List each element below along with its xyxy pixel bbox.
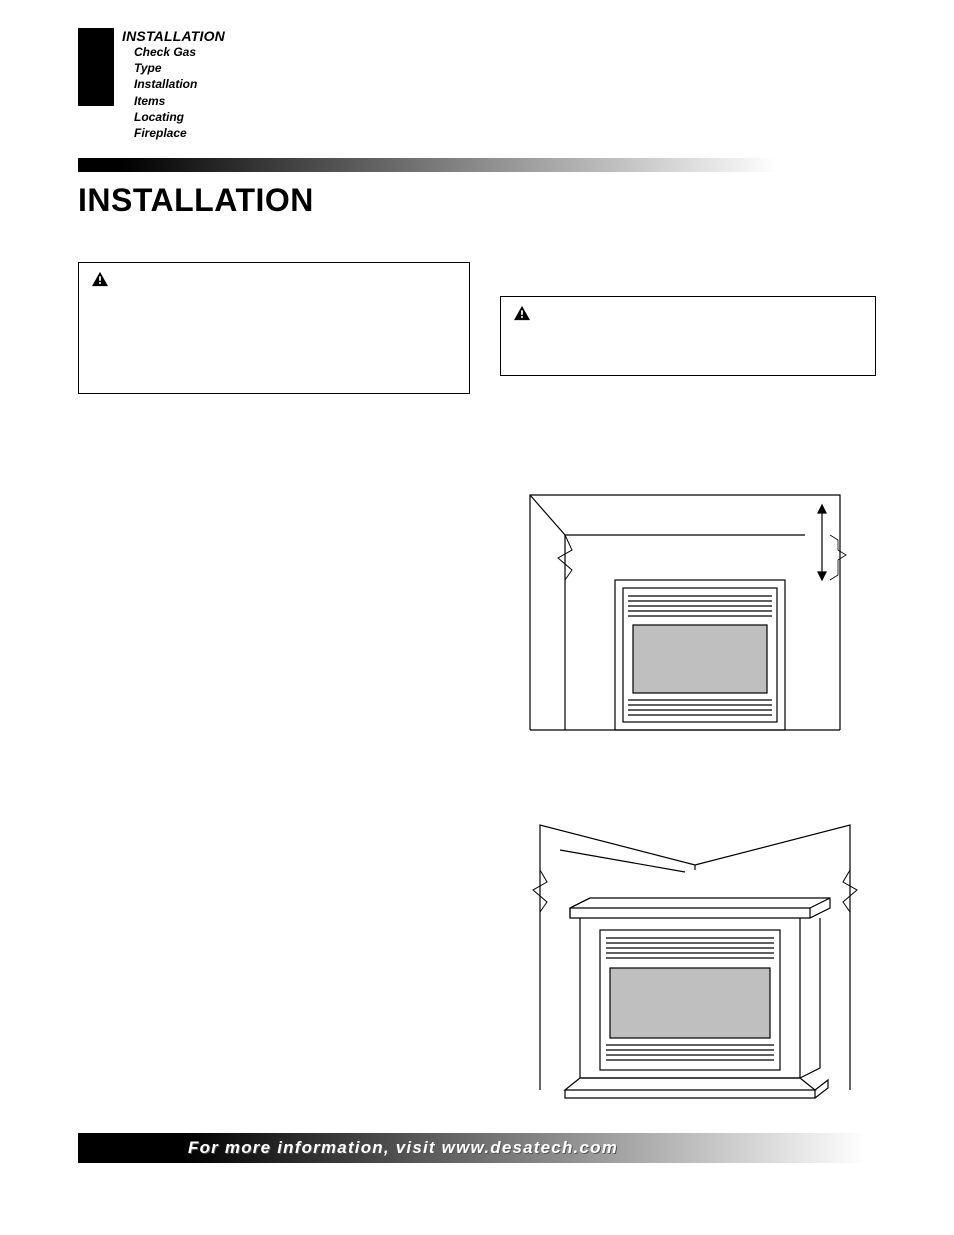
footer-gradient-bar: For more information, visit www.desatech…: [78, 1133, 954, 1163]
header-text-group: INSTALLATION Check Gas Type Installation…: [122, 28, 225, 141]
figure-corner-fireplace: [510, 810, 870, 1120]
header-sub-2: Installation Items: [134, 76, 225, 108]
header-sub-1: Check Gas Type: [134, 44, 225, 76]
footer-text: For more information, visit www.desatech…: [78, 1138, 618, 1158]
header-title: INSTALLATION: [122, 28, 225, 44]
header-black-box: [78, 28, 114, 106]
warning-box-left: [78, 262, 470, 394]
warning-triangle-icon: [513, 305, 531, 324]
fireplace-wall-svg: [520, 480, 860, 770]
page: INSTALLATION Check Gas Type Installation…: [0, 0, 954, 1235]
gradient-bar-top: [78, 158, 954, 172]
header-sub-3: Locating Fireplace: [134, 109, 225, 141]
fireplace-corner-svg: [510, 810, 870, 1120]
main-title: INSTALLATION: [78, 182, 314, 219]
figure-recessed-fireplace: [520, 480, 860, 770]
warning-box-right: [500, 296, 876, 376]
warning-triangle-icon: [91, 271, 109, 290]
